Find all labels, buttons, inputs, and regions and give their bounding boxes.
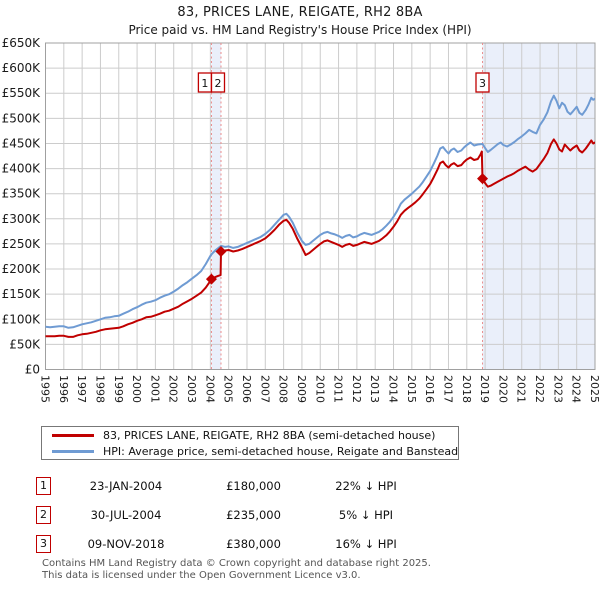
svg-text:2000: 2000 [130, 375, 143, 403]
table-row: 1 23-JAN-2004 £180,000 22% ↓ HPI [36, 471, 456, 500]
legend-item-hpi: HPI: Average price, semi-detached house,… [42, 445, 458, 458]
svg-text:1997: 1997 [75, 375, 88, 403]
transaction-date: 23-JAN-2004 [89, 478, 163, 493]
svg-text:£200K: £200K [2, 262, 42, 276]
legend-label: HPI: Average price, semi-detached house,… [103, 444, 459, 458]
footer-line: This data is licensed under the Open Gov… [42, 569, 361, 581]
chart-legend: 83, PRICES LANE, REIGATE, RH2 8BA (semi-… [41, 426, 459, 460]
svg-text:£350K: £350K [2, 187, 42, 201]
svg-text:1996: 1996 [57, 375, 70, 403]
transaction-date: 09-NOV-2018 [87, 536, 165, 551]
svg-text:2014: 2014 [387, 375, 400, 403]
page-title: 83, PRICES LANE, REIGATE, RH2 8BA [177, 5, 423, 20]
svg-text:£500K: £500K [2, 111, 42, 125]
svg-text:3: 3 [479, 77, 486, 90]
svg-text:2016: 2016 [423, 375, 436, 403]
svg-text:2020: 2020 [496, 375, 509, 403]
svg-text:£150K: £150K [2, 287, 42, 301]
hpi-line-swatch [52, 449, 94, 453]
svg-text:2023: 2023 [551, 375, 564, 403]
svg-text:2011: 2011 [332, 375, 345, 403]
table-row: 3 09-NOV-2018 £380,000 16% ↓ HPI [36, 529, 456, 558]
license-footer: Contains HM Land Registry data © Crown c… [42, 558, 431, 581]
svg-text:2004: 2004 [203, 375, 216, 403]
svg-text:2007: 2007 [258, 375, 271, 403]
svg-text:1: 1 [201, 77, 208, 90]
transaction-number-badge: 2 [36, 505, 51, 524]
svg-text:£300K: £300K [2, 212, 42, 226]
transaction-price: £380,000 [226, 536, 281, 551]
transaction-hpi-delta: 16% ↓ HPI [335, 536, 397, 551]
svg-text:2010: 2010 [313, 375, 326, 403]
legend-label: 83, PRICES LANE, REIGATE, RH2 8BA (semi-… [103, 428, 436, 442]
svg-text:2: 2 [215, 77, 222, 90]
transaction-number-badge: 3 [36, 534, 51, 553]
svg-text:2017: 2017 [442, 375, 455, 403]
price-line-swatch [52, 433, 94, 437]
price-vs-hpi-chart: 1 2 3 £0 £50K £100K £150K £200K £250K £300K £350K £… [2, 36, 600, 403]
transaction-price: £235,000 [226, 507, 281, 522]
svg-text:£0: £0 [25, 363, 40, 377]
transactions-table: 1 23-JAN-2004 £180,000 22% ↓ HPI 2 30-JU… [36, 471, 456, 558]
svg-text:2013: 2013 [368, 375, 381, 403]
svg-text:1995: 1995 [39, 375, 52, 403]
svg-text:2019: 2019 [478, 375, 491, 403]
svg-text:2005: 2005 [222, 375, 235, 403]
svg-text:2022: 2022 [533, 375, 546, 403]
svg-text:2003: 2003 [185, 375, 198, 403]
svg-text:£400K: £400K [2, 162, 42, 176]
svg-text:2009: 2009 [295, 375, 308, 403]
svg-text:1999: 1999 [112, 375, 125, 403]
svg-text:£450K: £450K [2, 136, 42, 150]
svg-text:2008: 2008 [277, 375, 290, 403]
table-row: 2 30-JUL-2004 £235,000 5% ↓ HPI [36, 500, 456, 529]
transaction-hpi-delta: 5% ↓ HPI [338, 507, 394, 522]
transaction-hpi-delta: 22% ↓ HPI [335, 478, 397, 493]
svg-text:2006: 2006 [240, 375, 253, 403]
svg-text:£600K: £600K [2, 61, 42, 75]
svg-text:2018: 2018 [460, 375, 473, 403]
svg-text:2025: 2025 [588, 375, 600, 403]
svg-text:£550K: £550K [2, 86, 42, 100]
svg-text:£650K: £650K [2, 36, 42, 50]
svg-text:2001: 2001 [148, 375, 161, 403]
svg-text:2012: 2012 [350, 375, 363, 403]
svg-text:2021: 2021 [515, 375, 528, 403]
page-subtitle: Price paid vs. HM Land Registry's House … [128, 23, 472, 37]
svg-text:2024: 2024 [570, 375, 583, 403]
svg-text:£50K: £50K [9, 337, 41, 351]
legend-item-price-paid: 83, PRICES LANE, REIGATE, RH2 8BA (semi-… [42, 429, 458, 442]
svg-text:1998: 1998 [94, 375, 107, 403]
svg-text:£100K: £100K [2, 312, 42, 326]
transaction-price: £180,000 [226, 478, 281, 493]
svg-text:2002: 2002 [167, 375, 180, 403]
footer-line: Contains HM Land Registry data © Crown c… [42, 558, 431, 569]
svg-text:2015: 2015 [405, 375, 418, 403]
transaction-number-badge: 1 [36, 476, 51, 495]
svg-text:£250K: £250K [2, 237, 42, 251]
transaction-date: 30-JUL-2004 [90, 507, 162, 522]
